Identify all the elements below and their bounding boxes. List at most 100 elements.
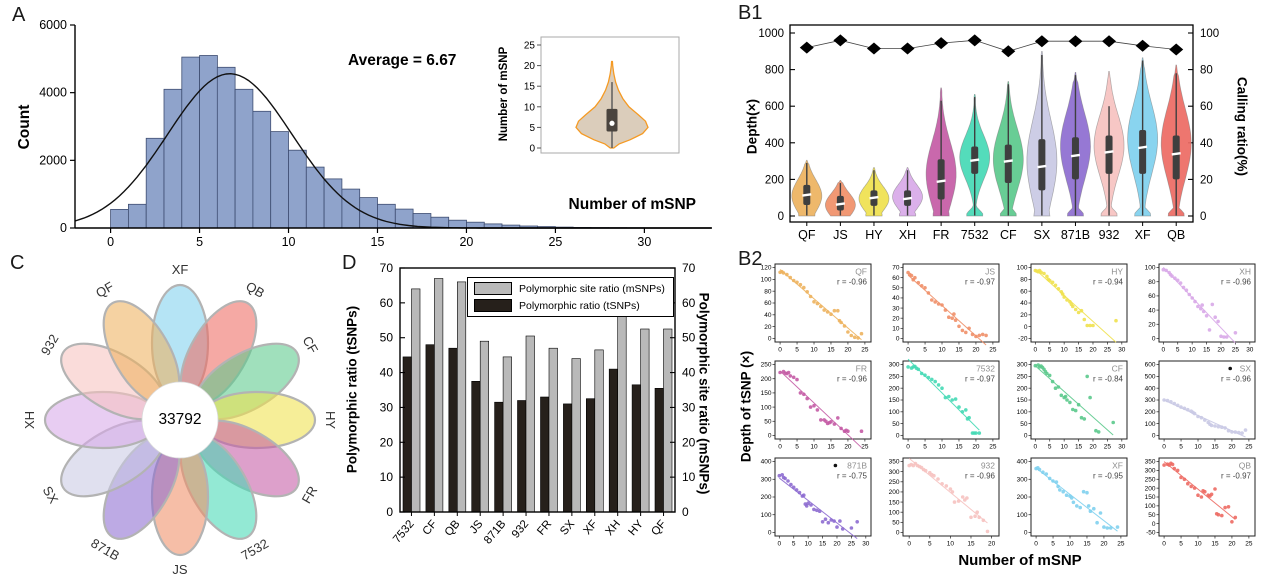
svg-text:50: 50 <box>892 520 900 527</box>
trend-line <box>1034 365 1114 436</box>
svg-text:15: 15 <box>371 235 385 249</box>
svg-text:20: 20 <box>844 347 852 354</box>
svg-text:100: 100 <box>1200 28 1219 40</box>
svg-text:250: 250 <box>1017 374 1028 381</box>
svg-text:15: 15 <box>1211 541 1219 548</box>
svg-text:25: 25 <box>548 235 562 249</box>
svg-text:40: 40 <box>1020 300 1028 307</box>
svg-text:SX: SX <box>1034 228 1051 242</box>
bar-msnp-871B <box>502 356 512 513</box>
svg-text:10: 10 <box>805 541 813 548</box>
svg-text:70: 70 <box>892 265 900 272</box>
svg-text:30: 30 <box>380 400 394 414</box>
svg-text:60: 60 <box>682 296 696 310</box>
svg-text:JS: JS <box>985 267 995 277</box>
svg-text:15: 15 <box>827 444 835 451</box>
panel-c-label: C <box>10 252 25 274</box>
svg-text:r = -0.97: r = -0.97 <box>965 278 996 287</box>
svg-text:5: 5 <box>1048 444 1052 451</box>
svg-text:0: 0 <box>1034 347 1038 354</box>
legend-swatch-gray <box>474 282 512 295</box>
svg-text:QF: QF <box>855 267 867 277</box>
svg-text:30: 30 <box>1118 347 1126 354</box>
svg-text:20: 20 <box>1217 347 1225 354</box>
scatter-panel-XF: 0 100 200 300 400 0 5 10 15 20 25 XFr = -0.95 <box>1017 457 1128 548</box>
svg-text:20: 20 <box>972 444 980 451</box>
svg-text:871B: 871B <box>482 518 509 547</box>
svg-text:60: 60 <box>892 275 900 282</box>
legend-row-tsnp: Polymorphic ratio (tSNPs) <box>474 299 665 312</box>
svg-text:25: 25 <box>1245 444 1253 451</box>
svg-text:25: 25 <box>1245 541 1253 548</box>
svg-text:15: 15 <box>1075 347 1083 354</box>
violin-box-932 <box>1105 135 1113 174</box>
svg-text:50: 50 <box>892 421 900 428</box>
svg-text:30: 30 <box>892 305 900 312</box>
calling-ratio-diamond-XF <box>1135 39 1150 52</box>
petal-label-932: 932 <box>38 332 62 358</box>
svg-text:50: 50 <box>764 418 772 425</box>
bar-tsnp-7532 <box>402 356 412 513</box>
svg-text:-50: -50 <box>1146 530 1156 537</box>
bar-msnp-QF <box>663 328 673 513</box>
legend-label-msnp: Polymorphic site ratio (mSNPs) <box>519 282 665 295</box>
svg-text:20: 20 <box>1228 444 1236 451</box>
bar-tsnp-FR <box>540 396 550 513</box>
svg-text:10: 10 <box>1189 347 1197 354</box>
svg-text:40: 40 <box>682 366 696 380</box>
svg-text:5: 5 <box>1179 541 1183 548</box>
panel-a-label: A <box>12 4 26 26</box>
svg-text:400: 400 <box>1145 385 1156 392</box>
svg-text:25: 25 <box>989 347 997 354</box>
svg-text:0: 0 <box>60 221 67 235</box>
scatter-panel-HY: -20 0 20 40 60 80 100 0 5 10 15 20 25 30 HYr = -0.94 <box>1017 263 1128 354</box>
svg-text:CF: CF <box>1112 364 1123 374</box>
svg-text:150: 150 <box>1017 397 1028 404</box>
svg-text:300: 300 <box>1017 476 1028 483</box>
svg-text:100: 100 <box>1017 265 1028 272</box>
svg-text:SX: SX <box>1240 364 1252 374</box>
svg-text:10: 10 <box>810 347 818 354</box>
svg-text:15: 15 <box>1203 347 1211 354</box>
svg-text:CF: CF <box>421 518 440 537</box>
flower-center-value: 33792 <box>158 411 202 428</box>
svg-text:FR: FR <box>933 228 950 242</box>
svg-text:20: 20 <box>459 235 473 249</box>
panel-a-xaxis-label: Number of mSNP <box>568 196 696 213</box>
svg-text:XH: XH <box>604 518 623 538</box>
svg-text:0: 0 <box>1152 521 1156 528</box>
violin-box-XF <box>1139 129 1147 174</box>
svg-text:10: 10 <box>938 444 946 451</box>
svg-text:15: 15 <box>819 541 827 548</box>
svg-text:15: 15 <box>1075 444 1083 451</box>
petal-label-XH: XH <box>22 411 37 429</box>
svg-text:25: 25 <box>1104 444 1112 451</box>
svg-text:r = -0.96: r = -0.96 <box>837 278 868 287</box>
svg-text:40: 40 <box>892 295 900 302</box>
svg-text:0: 0 <box>896 433 900 440</box>
svg-text:20: 20 <box>972 347 980 354</box>
inset-boxplot <box>606 108 618 132</box>
panel-a-yaxis-label: Count <box>16 104 33 150</box>
svg-text:60: 60 <box>1200 101 1213 113</box>
violin-box-SX <box>1038 139 1046 191</box>
svg-text:100: 100 <box>1145 503 1156 510</box>
svg-text:JS: JS <box>833 228 848 242</box>
svg-text:XH: XH <box>1239 267 1251 277</box>
svg-text:25: 25 <box>861 444 869 451</box>
legend-label-tsnp: Polymorphic ratio (tSNPs) <box>519 299 640 312</box>
svg-text:25: 25 <box>989 444 997 451</box>
inset-median-dot <box>609 120 615 126</box>
calling-ratio-diamond-7532 <box>967 34 982 47</box>
panel-d-right-axis-label: Polymorphic site ratio (mSNPs) <box>696 292 712 495</box>
svg-text:30: 30 <box>1246 347 1254 354</box>
svg-text:10: 10 <box>1066 541 1074 548</box>
panel-b1-left-axis-label: Depth(×) <box>744 98 760 155</box>
scatter-panel-XH: 0 20 40 60 80 100 0 5 10 15 20 25 30 XHr = -0.96 <box>1145 263 1256 354</box>
svg-text:50: 50 <box>1148 512 1156 519</box>
